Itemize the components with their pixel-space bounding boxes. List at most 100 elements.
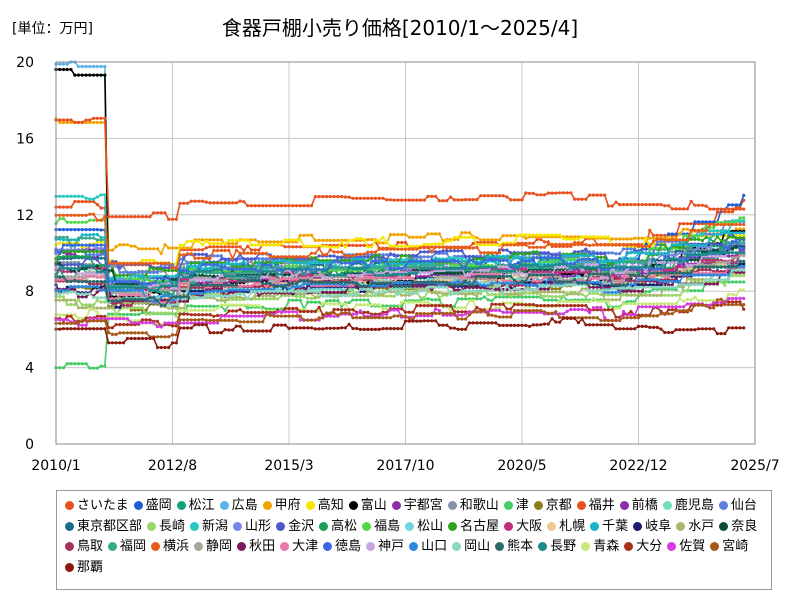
series-point — [118, 243, 122, 247]
series-point — [561, 295, 565, 299]
series-point — [674, 207, 678, 211]
series-point — [133, 312, 137, 317]
series-point — [520, 295, 524, 299]
series-point — [118, 312, 122, 317]
series-point — [655, 203, 659, 207]
series-point — [667, 204, 671, 208]
series-point — [208, 245, 212, 249]
series-point — [174, 268, 178, 273]
series-point — [234, 245, 238, 249]
series-point — [208, 242, 212, 246]
series-point — [103, 263, 107, 267]
series-point — [580, 273, 584, 277]
series-point — [65, 118, 69, 122]
series-point — [261, 240, 265, 244]
series-point — [362, 298, 366, 302]
series-point — [486, 281, 490, 285]
series-point — [542, 294, 547, 298]
series-point — [246, 306, 250, 310]
series-point — [129, 215, 133, 219]
series-point — [542, 260, 547, 264]
series-point — [531, 258, 535, 262]
series-point — [539, 293, 543, 297]
series-point — [362, 237, 366, 241]
series-point — [358, 236, 362, 241]
series-point — [58, 194, 62, 198]
series-point — [392, 253, 396, 258]
series-point — [561, 236, 565, 240]
series-point — [565, 274, 569, 279]
series-point — [306, 296, 310, 300]
series-point — [155, 267, 160, 271]
series-point — [742, 233, 746, 238]
series-point — [140, 247, 144, 251]
series-point — [167, 311, 171, 315]
series-point — [302, 233, 306, 237]
series-point — [558, 191, 562, 195]
series-point — [651, 246, 656, 250]
series-point — [527, 291, 532, 295]
series-point — [167, 291, 171, 295]
series-point — [291, 245, 295, 249]
series-point — [659, 233, 663, 237]
series-point — [223, 245, 227, 249]
series-point — [426, 255, 430, 259]
series-point — [242, 238, 246, 242]
series-point — [122, 312, 126, 317]
series-point — [636, 203, 641, 207]
series-point — [625, 203, 629, 207]
series-point — [482, 243, 486, 247]
series-point — [88, 200, 92, 204]
series-point — [309, 244, 314, 248]
series-point — [268, 240, 272, 244]
series-point — [456, 198, 460, 202]
series-point — [595, 193, 599, 197]
series-point — [219, 238, 223, 242]
series-point — [625, 300, 629, 304]
series-point — [667, 268, 671, 272]
series-point — [114, 245, 118, 249]
series-point — [84, 255, 88, 259]
series-point — [246, 257, 250, 261]
series-point — [742, 207, 746, 211]
series-point — [133, 306, 137, 310]
series-point — [430, 245, 434, 249]
series-point — [422, 242, 426, 246]
series-point — [148, 274, 152, 278]
series-point — [204, 239, 208, 243]
series-point — [689, 237, 693, 241]
series-point — [257, 240, 261, 244]
series-point — [137, 215, 141, 219]
series-point — [588, 291, 592, 295]
series-point — [167, 268, 171, 273]
series-point — [715, 207, 720, 211]
series-point — [464, 259, 468, 263]
series-point — [693, 234, 697, 238]
series-point — [223, 201, 227, 205]
series-point — [366, 255, 370, 259]
series-point — [65, 249, 69, 254]
series-point — [76, 73, 81, 77]
series-point — [249, 260, 253, 264]
series-point — [392, 262, 396, 266]
series-point — [216, 201, 220, 205]
series-point — [678, 245, 682, 249]
series-point — [204, 252, 208, 256]
series-point — [65, 252, 69, 256]
series-point — [482, 240, 486, 244]
series-point — [253, 257, 257, 261]
series-point — [170, 268, 175, 273]
series-point — [486, 255, 490, 259]
series-point — [69, 252, 73, 256]
series-point — [99, 256, 103, 260]
series-point — [403, 254, 408, 258]
series-point — [343, 268, 347, 272]
series-point — [95, 253, 99, 257]
series-point — [464, 297, 468, 301]
series-point — [535, 237, 539, 241]
series-point — [588, 235, 592, 239]
series-point — [546, 233, 550, 237]
series-point — [122, 273, 126, 277]
series-point — [261, 243, 265, 247]
series-point — [88, 197, 92, 201]
